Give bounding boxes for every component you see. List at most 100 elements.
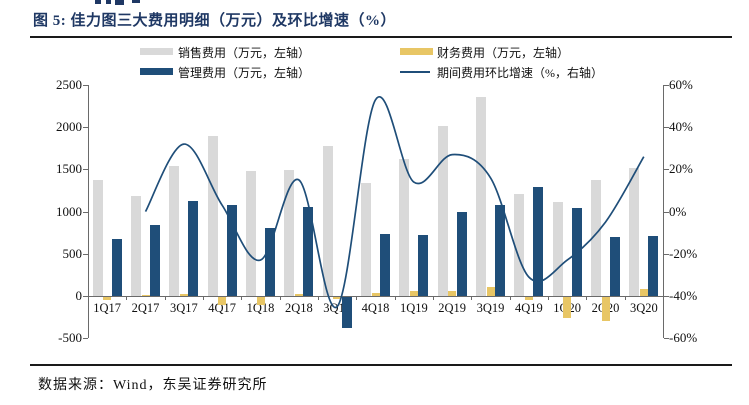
management-expense-bar — [265, 227, 275, 296]
management-expense-bar — [111, 238, 122, 296]
management-expense-bar — [610, 236, 620, 296]
x-axis-category-label: 2Q18 — [284, 301, 313, 315]
x-axis-tick — [509, 296, 511, 300]
y-axis-label-left: -500 — [58, 330, 82, 346]
x-axis-tick — [586, 296, 588, 300]
management-expense-bar — [456, 212, 467, 296]
finance-expense-bar — [409, 290, 418, 296]
sales-expense-bar — [169, 166, 180, 296]
management-expense-bar — [418, 235, 429, 296]
finance-expense-bar — [639, 289, 648, 296]
finance-expense-bar — [103, 297, 112, 301]
finance-expense-bar — [371, 292, 380, 296]
finance-expense-bar — [256, 297, 265, 306]
x-axis-tick — [394, 296, 396, 300]
left-y-axis-line — [88, 85, 89, 339]
sales-expense-bar — [552, 202, 563, 296]
y-axis-label-left: 500 — [62, 245, 83, 261]
management-expense-bar — [303, 207, 314, 296]
sales-expense-bar — [476, 96, 486, 296]
x-axis-tick — [433, 296, 434, 300]
y-axis-label-left: 0 — [75, 288, 83, 303]
finance-expense-bar — [601, 297, 610, 321]
y-axis-tick-right — [664, 169, 669, 171]
y-axis-tick-left — [83, 211, 88, 213]
y-axis-label-left: 2500 — [56, 77, 82, 92]
x-axis-category-label: 1Q17 — [93, 301, 122, 315]
growth-line-legend-swatch — [400, 71, 430, 73]
y-axis-label-right: 40% — [669, 119, 693, 135]
sales-expense-bar — [92, 180, 103, 296]
finance-expense-bar — [563, 297, 572, 319]
figure-title: 图 5: 佳力图三大费用明细（万元）及环比增速（%） — [33, 13, 396, 29]
y-axis-tick-left — [83, 169, 88, 171]
sales-expense-bar — [246, 171, 256, 296]
y-axis-tick-right — [664, 127, 669, 129]
x-axis-category-label: 3Q20 — [629, 301, 658, 315]
y-axis-label-left: 1500 — [56, 161, 82, 177]
x-axis-category-label: 1Q19 — [399, 301, 428, 315]
y-axis-tick-right — [664, 296, 669, 297]
data-source-note: 数据来源：Wind，东吴证券研究所 — [38, 378, 268, 393]
growth-line-legend-label: 期间费用环比增速（%，右轴） — [437, 66, 603, 80]
finance-expense-bar — [333, 297, 342, 299]
management-expense-bar — [571, 208, 582, 296]
sales-legend-swatch — [140, 48, 173, 55]
x-axis-tick — [471, 296, 473, 300]
x-axis-tick — [663, 296, 664, 300]
finance-legend-label: 财务费用（万元，左轴） — [437, 46, 570, 60]
x-axis-tick — [624, 296, 626, 300]
y-axis-tick-right — [664, 253, 669, 255]
x-axis-category-label: 3Q19 — [476, 301, 505, 315]
finance-expense-bar — [486, 286, 495, 296]
y-axis-label-right: -40% — [669, 288, 698, 303]
finance-expense-bar — [294, 294, 303, 296]
y-axis-label-right: 60% — [669, 77, 693, 92]
sales-expense-bar — [361, 182, 371, 296]
management-expense-bar — [648, 236, 659, 296]
x-axis-zero-line — [88, 296, 663, 297]
management-expense-bar — [226, 204, 237, 296]
sales-expense-bar — [284, 170, 295, 296]
y-axis-tick-right — [664, 85, 669, 86]
x-axis-category-label: 2Q19 — [438, 301, 467, 315]
y-axis-tick-left — [83, 85, 88, 86]
management-legend-label: 管理费用（万元，左轴） — [178, 66, 311, 80]
x-axis-tick — [241, 296, 243, 300]
sales-expense-bar — [591, 179, 601, 296]
sales-expense-bar — [131, 196, 141, 296]
management-expense-bar — [495, 204, 505, 296]
y-axis-label-left: 2000 — [56, 119, 82, 135]
x-axis-tick — [279, 296, 281, 300]
finance-expense-bar — [524, 297, 533, 301]
sales-expense-bar — [322, 145, 333, 296]
x-axis-tick — [548, 296, 549, 300]
x-axis-category-label: 4Q19 — [514, 301, 543, 315]
finance-legend-swatch — [400, 48, 433, 55]
finance-expense-bar — [179, 294, 188, 296]
x-axis-category-label: 3Q17 — [169, 301, 198, 315]
y-axis-label-right: 20% — [669, 161, 693, 177]
sales-expense-bar — [629, 167, 640, 296]
management-expense-bar — [533, 187, 544, 296]
management-expense-bar — [188, 200, 199, 296]
sales-expense-bar — [399, 159, 410, 296]
y-axis-tick-right — [664, 338, 669, 340]
x-axis-category-label: 4Q18 — [361, 301, 390, 315]
y-axis-label-left: 1000 — [56, 203, 82, 219]
x-axis-tick — [356, 296, 358, 300]
title-divider-rule — [30, 36, 732, 38]
x-axis-tick — [203, 296, 204, 300]
y-axis-tick-left — [83, 253, 88, 255]
y-axis-tick-left — [83, 296, 88, 297]
sales-expense-bar — [437, 126, 448, 296]
finance-expense-bar — [218, 297, 227, 306]
y-axis-label-right: 0% — [669, 203, 687, 219]
x-axis-tick — [126, 296, 128, 300]
x-axis-tick — [318, 296, 319, 300]
sales-legend-label: 销售费用（万元，左轴） — [178, 46, 311, 60]
y-axis-tick-right — [664, 211, 669, 213]
management-legend-swatch — [140, 68, 173, 75]
